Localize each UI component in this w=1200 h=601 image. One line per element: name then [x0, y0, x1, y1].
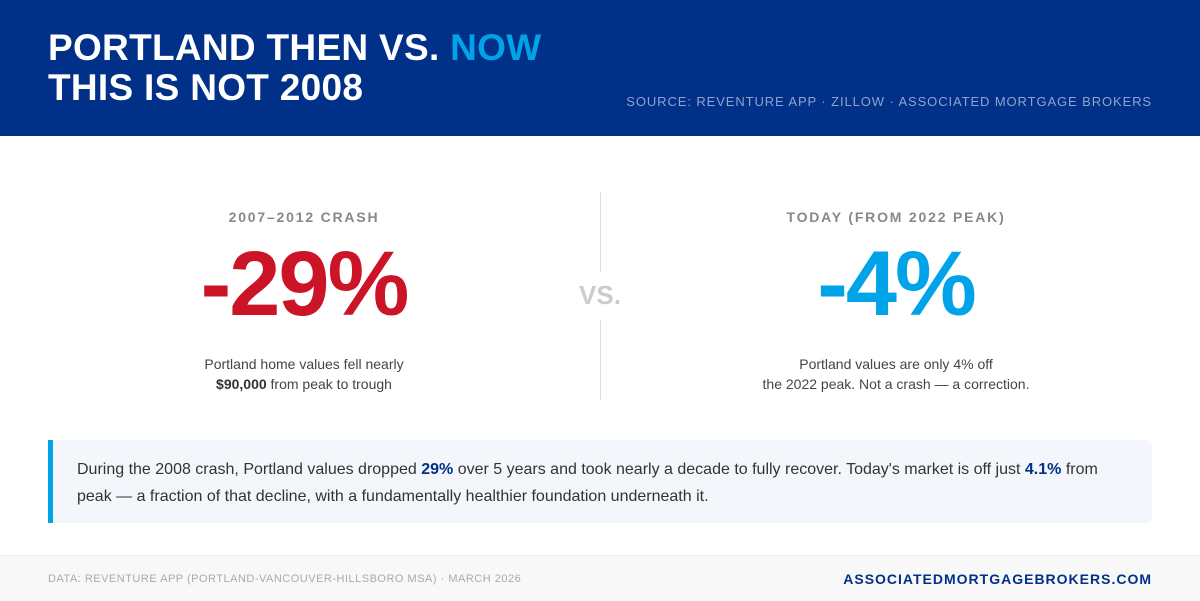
- crash-amount: $90,000: [216, 376, 267, 392]
- callout-highlight-today: 4.1%: [1024, 461, 1062, 478]
- title-accent: NOW: [450, 27, 542, 68]
- page-title: PORTLAND THEN VS. NOW THIS IS NOT 2008: [48, 28, 541, 108]
- today-kicker: TODAY (FROM 2022 PEAK): [786, 209, 1006, 225]
- divider-bottom: [600, 320, 601, 400]
- data-note: DATA: REVENTURE APP (PORTLAND-VANCOUVER-…: [48, 573, 522, 585]
- header-banner: PORTLAND THEN VS. NOW THIS IS NOT 2008 S…: [0, 0, 1200, 136]
- crash-stat-column: 2007–2012 CRASH -29% Portland home value…: [104, 192, 504, 394]
- divider-top: [600, 192, 601, 272]
- today-description: Portland values are only 4% off the 2022…: [762, 356, 1030, 392]
- vs-label: VS.: [579, 280, 621, 310]
- source-label: SOURCE: REVENTURE APP · ZILLOW · ASSOCIA…: [626, 94, 1152, 109]
- today-percent: -4%: [817, 233, 977, 335]
- crash-percent: -29%: [200, 233, 410, 335]
- crash-description: Portland home values fell nearly $90,000…: [204, 356, 404, 392]
- footer: DATA: REVENTURE APP (PORTLAND-VANCOUVER-…: [0, 555, 1200, 601]
- today-stat-column: TODAY (FROM 2022 PEAK) -4% Portland valu…: [696, 192, 1096, 394]
- title-line-2: THIS IS NOT 2008: [48, 67, 364, 108]
- title-line-1: PORTLAND THEN VS. NOW: [48, 27, 542, 68]
- website-link[interactable]: ASSOCIATEDMORTGAGEBROKERS.COM: [843, 571, 1152, 587]
- crash-kicker: 2007–2012 CRASH: [228, 209, 380, 225]
- summary-callout: During the 2008 crash, Portland values d…: [48, 440, 1152, 523]
- callout-highlight-crash: 29%: [421, 461, 454, 478]
